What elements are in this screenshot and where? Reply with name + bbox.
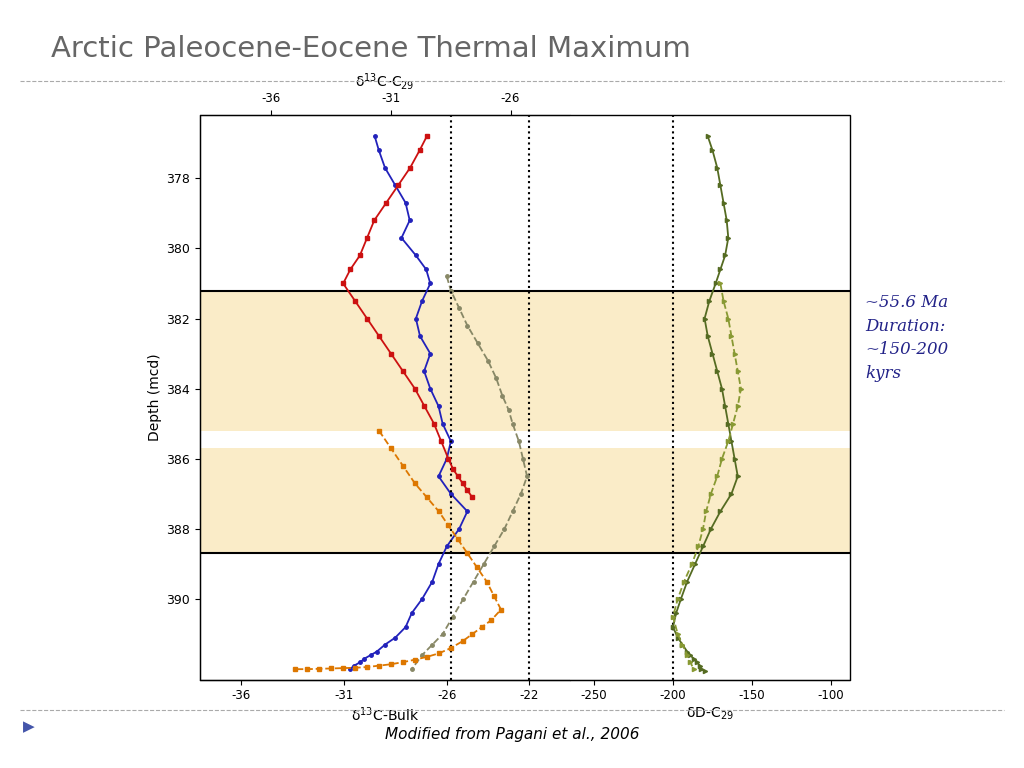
Bar [570,290,850,431]
Bar [200,449,570,554]
Text: ▶: ▶ [23,719,34,734]
X-axis label: δ$^{13}$C-Bulk: δ$^{13}$C-Bulk [351,705,419,723]
Text: Modified from Pagani et al., 2006: Modified from Pagani et al., 2006 [385,727,639,742]
Bar [570,449,850,554]
Y-axis label: Depth (mcd): Depth (mcd) [147,353,162,442]
Text: ~55.6 Ma
Duration:
~150-200
kyrs: ~55.6 Ma Duration: ~150-200 kyrs [865,294,948,382]
X-axis label: δD-C$_{29}$: δD-C$_{29}$ [686,705,734,722]
Text: Arctic Paleocene-Eocene Thermal Maximum: Arctic Paleocene-Eocene Thermal Maximum [51,35,691,62]
Bar [200,290,570,431]
X-axis label: δ$^{13}$C-C$_{29}$: δ$^{13}$C-C$_{29}$ [355,71,415,92]
